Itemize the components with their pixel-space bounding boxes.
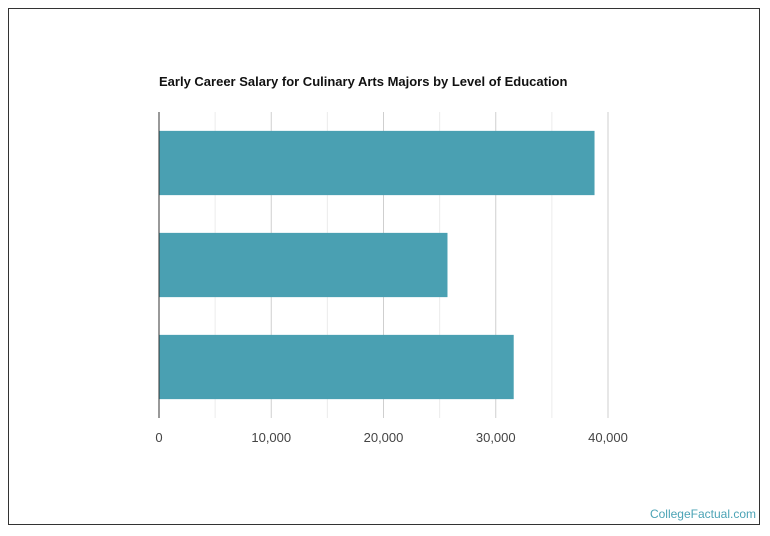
x-tick-label: 10,000 (251, 430, 291, 445)
bars (159, 130, 595, 400)
x-tick-labels: 0 10,000 20,000 30,000 40,000 (155, 430, 628, 445)
bar-1[interactable] (159, 130, 595, 196)
bar-2[interactable] (159, 232, 448, 298)
chart-title: Early Career Salary for Culinary Arts Ma… (159, 74, 568, 89)
x-tick-label: 30,000 (476, 430, 516, 445)
chart-frame (8, 8, 760, 525)
x-tick-label: 20,000 (364, 430, 404, 445)
x-tick-label: 40,000 (588, 430, 628, 445)
bar-3[interactable] (159, 334, 514, 400)
x-tick-label: 0 (155, 430, 162, 445)
source-credit[interactable]: CollegeFactual.com (649, 507, 756, 521)
